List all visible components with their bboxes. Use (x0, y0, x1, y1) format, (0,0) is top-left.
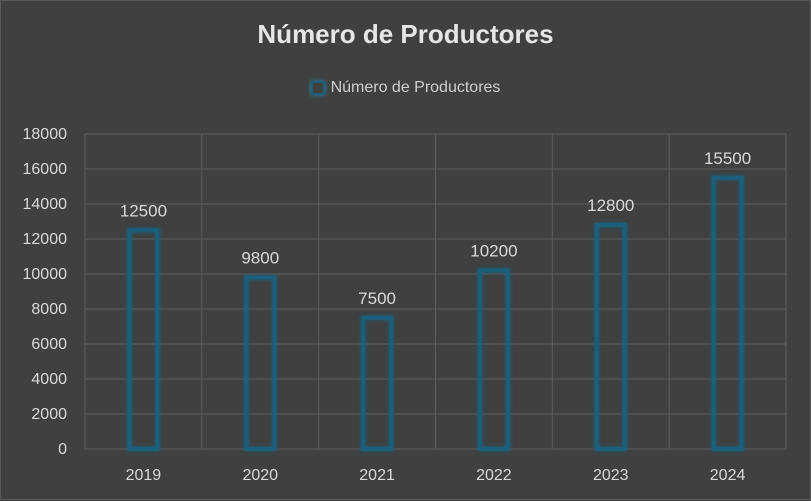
data-label-2023: 12800 (587, 196, 634, 215)
y-tick-label: 14000 (23, 196, 68, 213)
legend: Número de Productores (1, 79, 810, 97)
x-tick-label-2022: 2022 (476, 467, 512, 484)
data-label-2020: 9800 (241, 249, 279, 268)
y-tick-label: 8000 (31, 301, 67, 318)
data-label-2022: 10200 (470, 242, 517, 261)
bars (127, 175, 744, 451)
data-label-2024: 15500 (704, 149, 751, 168)
y-tick-label: 4000 (31, 371, 67, 388)
y-tick-label: 6000 (31, 336, 67, 353)
bar-2023 (594, 223, 627, 451)
bar-2022 (477, 268, 510, 451)
x-tick-label-2023: 2023 (593, 467, 629, 484)
labels: 0 2000 4000 6000 8000 10000 12000 14000 16000 180… (23, 126, 752, 484)
data-label-2019: 12500 (120, 201, 167, 220)
bar-2021 (361, 315, 394, 451)
bar-2024 (711, 175, 744, 451)
gridlines (84, 133, 787, 450)
y-tick-label: 2000 (31, 406, 67, 423)
x-tick-label-2024: 2024 (710, 467, 746, 484)
x-tick-label-2020: 2020 (242, 467, 278, 484)
legend-label: Número de Productores (330, 79, 501, 96)
x-tick-label-2019: 2019 (126, 467, 162, 484)
data-label-2021: 7500 (358, 289, 396, 308)
x-tick-label-2021: 2021 (359, 467, 395, 484)
legend-swatch (310, 81, 325, 95)
bar-2019 (127, 228, 160, 451)
y-tick-label: 18000 (23, 126, 68, 143)
bar-2020 (244, 275, 277, 451)
y-tick-label: 10000 (23, 266, 68, 283)
y-tick-label: 16000 (23, 161, 68, 178)
chart-title: Número de Productores (257, 19, 554, 49)
y-tick-label: 0 (58, 441, 67, 458)
y-tick-label: 12000 (23, 231, 68, 248)
